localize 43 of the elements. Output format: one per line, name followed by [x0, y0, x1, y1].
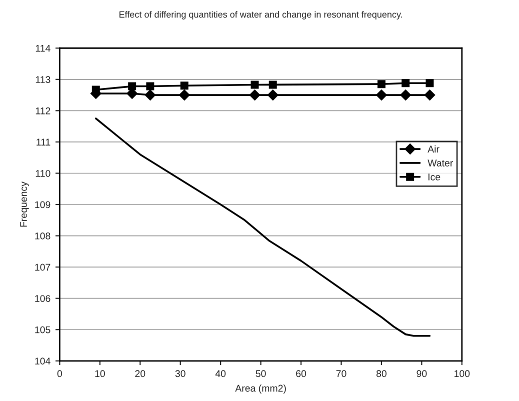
point	[178, 90, 190, 100]
x-tick-label: 70	[336, 370, 346, 378]
point	[400, 90, 412, 100]
y-tick-label: 104	[35, 358, 50, 365]
x-tick-label: 40	[215, 370, 226, 378]
point	[267, 90, 278, 100]
point	[146, 82, 154, 90]
y-tick-label: 111	[36, 138, 50, 146]
point	[377, 80, 386, 88]
y-axis-title: Frequency	[20, 182, 29, 227]
point	[144, 90, 156, 100]
y-tick-label: 105	[35, 326, 50, 334]
y-tick-label: 107	[35, 264, 50, 271]
point	[426, 79, 434, 88]
point	[376, 90, 387, 100]
chart-title: Effect of differing quantities of water and change in resonant frequency.	[120, 11, 402, 20]
y-tick-label: 108	[35, 232, 50, 240]
x-tick-label: 20	[135, 370, 146, 378]
point	[402, 79, 410, 88]
x-tick-label: 90	[416, 370, 427, 378]
legend-label: Air	[428, 145, 440, 152]
point	[268, 80, 277, 89]
y-tick-label: 113	[36, 76, 50, 84]
legend-label: Water	[428, 160, 453, 166]
point	[249, 90, 260, 100]
point	[424, 90, 436, 100]
x-tick-label: 60	[296, 370, 306, 378]
y-tick-label: 112	[36, 107, 50, 114]
y-tick-label: 110	[36, 170, 50, 177]
x-tick-label: 80	[376, 370, 386, 378]
y-tick-label: 114	[36, 44, 50, 52]
x-tick-label: 10	[95, 370, 105, 378]
x-tick-label: 0	[57, 370, 62, 378]
point	[128, 82, 136, 90]
x-tick-label: 50	[256, 370, 266, 378]
y-tick-label: 109	[35, 201, 50, 208]
x-tick-label: 30	[175, 370, 186, 378]
point	[180, 82, 188, 90]
y-tick-label: 106	[35, 295, 50, 302]
legend-label: Ice	[428, 174, 440, 180]
x-tick-label: 100	[454, 370, 470, 378]
point	[250, 80, 259, 89]
x-axis-title: Area (mm2)	[235, 384, 286, 394]
